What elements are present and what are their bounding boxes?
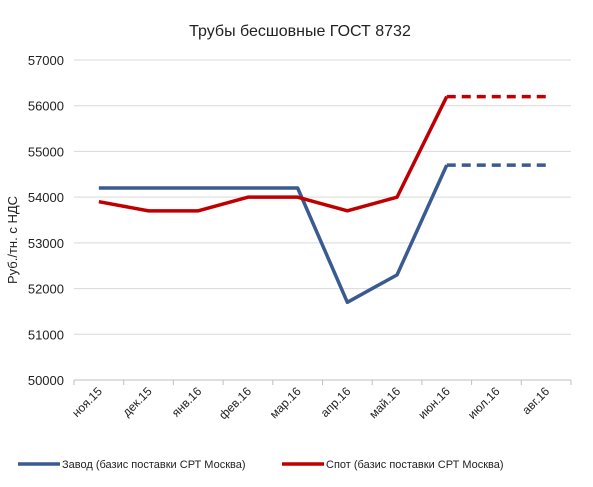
y-tick-label: 56000 [28, 99, 64, 114]
series-line-0 [98, 164, 449, 305]
x-tick-label: апр.16 [318, 384, 354, 420]
y-tick-label: 57000 [28, 53, 64, 68]
x-tick-label: июл.16 [465, 384, 503, 422]
y-tick-label: 50000 [28, 373, 64, 388]
legend-label: Спот (базис поставки СРТ Москва) [326, 459, 504, 471]
y-tick-label: 51000 [28, 327, 64, 342]
series-lines [98, 94, 547, 305]
chart-title: Трубы бесшовные ГОСТ 8732 [189, 23, 411, 40]
x-axis-ticks: ноя.15 дек.15 янв.16 фев.16 мар.16 апр.16 май.… [69, 380, 572, 422]
x-tick-label: июн.16 [415, 384, 453, 422]
x-tick-label: авг.16 [519, 384, 552, 417]
x-tick-label: ноя.15 [69, 384, 105, 420]
y-tick-label: 53000 [28, 236, 64, 251]
y-tick-label: 52000 [28, 282, 64, 297]
y-tick-label: 54000 [28, 190, 64, 205]
x-tick-label: май.16 [366, 384, 403, 421]
y-axis-label: Руб./тн. с НДС [5, 196, 20, 284]
x-tick-label: мар.16 [267, 384, 304, 421]
x-tick-label: фев.16 [216, 384, 254, 422]
legend: Завод (базис поставки СРТ Москва) Спот (б… [18, 459, 504, 471]
gridlines [74, 59, 571, 335]
y-axis-ticks: 50000 51000 52000 53000 54000 55000 56000 57000 [28, 53, 64, 388]
series-line-1 [98, 95, 449, 213]
x-tick-label: янв.16 [169, 384, 205, 420]
y-tick-label: 55000 [28, 144, 64, 159]
legend-label: Завод (базис поставки СРТ Москва) [62, 459, 246, 471]
x-tick-label: дек.15 [120, 384, 155, 419]
